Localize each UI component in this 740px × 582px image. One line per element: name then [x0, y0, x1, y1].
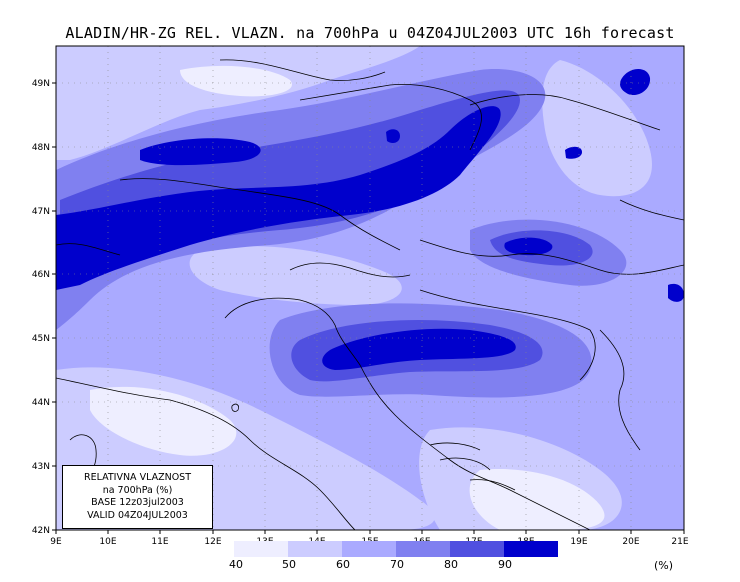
- swiss-border: [56, 243, 121, 256]
- legend-label: 40: [229, 558, 243, 571]
- legend-label: 60: [336, 558, 350, 571]
- info-line-title: RELATIVNA VLAZNOST: [83, 472, 192, 483]
- legend-swatch: [342, 541, 396, 557]
- legend-label: 70: [390, 558, 404, 571]
- info-line-base: BASE 12z03jul2003: [91, 497, 184, 508]
- y-tick-label: 43N: [32, 462, 50, 472]
- x-tick-label: 21E: [671, 537, 688, 547]
- x-tick-label: 12E: [204, 537, 221, 547]
- x-tick-label: 19E: [570, 537, 587, 547]
- czech-border: [219, 59, 386, 81]
- legend-labels: 40 50 60 70 80 90: [0, 558, 740, 574]
- legend-units: (%): [654, 559, 674, 572]
- x-tick-label: 11E: [151, 537, 168, 547]
- bosnia-border: [419, 289, 596, 381]
- adriatic-north-coast: [224, 297, 591, 530]
- field-band-90-main: [56, 106, 501, 290]
- field-band-90-patch-e2: [565, 146, 582, 159]
- field-band-pale-se: [469, 469, 605, 530]
- y-tick-label: 44N: [32, 398, 50, 408]
- axis-ticks: [52, 82, 685, 534]
- legend-swatch: [396, 541, 450, 557]
- croatia-islands: [429, 442, 516, 491]
- x-tick-label: 10E: [99, 537, 116, 547]
- legend-swatch: [504, 541, 558, 557]
- legend-color-bar: [234, 541, 558, 557]
- y-tick-label: 42N: [32, 526, 50, 536]
- hungary-border: [419, 239, 684, 275]
- y-tick-label: 45N: [32, 334, 50, 344]
- coastlines-and-borders: [56, 59, 684, 530]
- info-line-level: na 700hPa (%): [102, 484, 173, 496]
- austria-border: [299, 84, 482, 151]
- y-tick-label: 49N: [32, 79, 50, 89]
- field-band-pale-sw: [90, 386, 237, 456]
- legend-label: 80: [444, 558, 458, 571]
- field-band-90-patch-w: [140, 138, 261, 166]
- slovenia-border: [289, 262, 411, 278]
- legend-swatch: [450, 541, 504, 557]
- y-tick-label: 47N: [32, 207, 50, 217]
- legend-label: 90: [498, 558, 512, 571]
- field-band-light-ne: [542, 60, 652, 197]
- y-tick-label: 48N: [32, 143, 50, 153]
- y-axis-labels: 49N 48N 47N 46N 45N 44N 43N 42N: [32, 79, 50, 536]
- map-title: ALADIN/HR-ZG REL. VLAZN. na 700hPa u 04Z…: [65, 24, 675, 42]
- italy-coastline: [56, 377, 356, 530]
- alps-border: [119, 178, 401, 251]
- field-band-light-center: [189, 246, 402, 305]
- small-island: [231, 403, 239, 412]
- y-tick-label: 46N: [32, 270, 50, 280]
- humidity-field: [56, 46, 684, 530]
- legend-label: 50: [282, 558, 296, 571]
- legend-swatch: [288, 541, 342, 557]
- info-box: RELATIVNA VLAZNOST na 700hPa (%) BASE 12…: [62, 465, 213, 529]
- slovakia-border: [469, 94, 661, 131]
- field-band-90-patch-east-edge: [668, 283, 684, 302]
- field-band-90-adriatic: [322, 328, 516, 370]
- info-line-valid: VALID 04Z04JUL2003: [87, 509, 188, 521]
- legend-swatch: [234, 541, 288, 557]
- x-tick-label: 9E: [50, 537, 62, 547]
- romania-border: [619, 199, 684, 221]
- serbia-border: [599, 329, 641, 451]
- field-band-pale-north: [180, 65, 292, 97]
- x-tick-label: 20E: [622, 537, 639, 547]
- field-band-90-patch-c: [386, 129, 400, 144]
- field-band-90-patch-east: [504, 237, 553, 256]
- field-band-light-north: [56, 46, 420, 160]
- field-band-90-patch-ne: [620, 69, 651, 96]
